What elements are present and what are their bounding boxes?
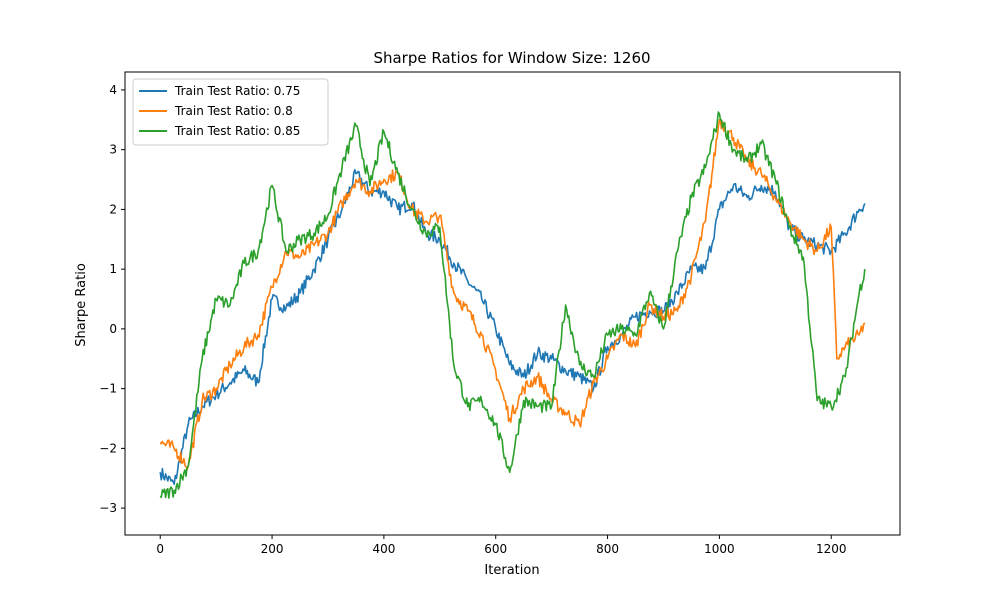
y-tick-label-3: 3 [109,143,117,157]
y-axis-label: Sharpe Ratio [74,263,89,347]
y-tick-label-2: 2 [109,202,117,216]
x-tick-label-800: 800 [596,542,619,556]
legend-label-0: Train Test Ratio: 0.75 [174,84,300,98]
axes-frame [124,71,901,536]
y-tick-label-0: 0 [109,322,117,336]
legend-label-2: Train Test Ratio: 0.85 [174,124,300,138]
legend-label-1: Train Test Ratio: 0.8 [174,104,293,118]
x-tick-label-1000: 1000 [704,542,735,556]
x-tick-label-200: 200 [261,542,284,556]
chart-title: Sharpe Ratios for Window Size: 1260 [373,49,650,67]
x-axis-label: Iteration [484,563,539,578]
y-tick-label--3: −3 [99,501,117,515]
x-tick-label-400: 400 [372,542,395,556]
plot-area [159,111,866,499]
series-line-1 [159,119,866,471]
legend-box [132,78,329,146]
series-line-0 [159,169,866,485]
y-tick-label--1: −1 [99,382,117,396]
legend: Train Test Ratio: 0.75 Train Test Ratio: … [132,78,329,146]
axes: 0 200 400 600 800 1000 1200 −3 −2 −1 0 1 2 3 4 [99,71,901,556]
y-tick-label--2: −2 [99,441,117,455]
x-tick-label-600: 600 [484,542,507,556]
x-tick-label-0: 0 [156,542,164,556]
y-tick-label-4: 4 [109,83,117,97]
series-line-2 [159,111,866,499]
x-tick-label-1200: 1200 [816,542,847,556]
y-tick-label-1: 1 [109,262,117,276]
